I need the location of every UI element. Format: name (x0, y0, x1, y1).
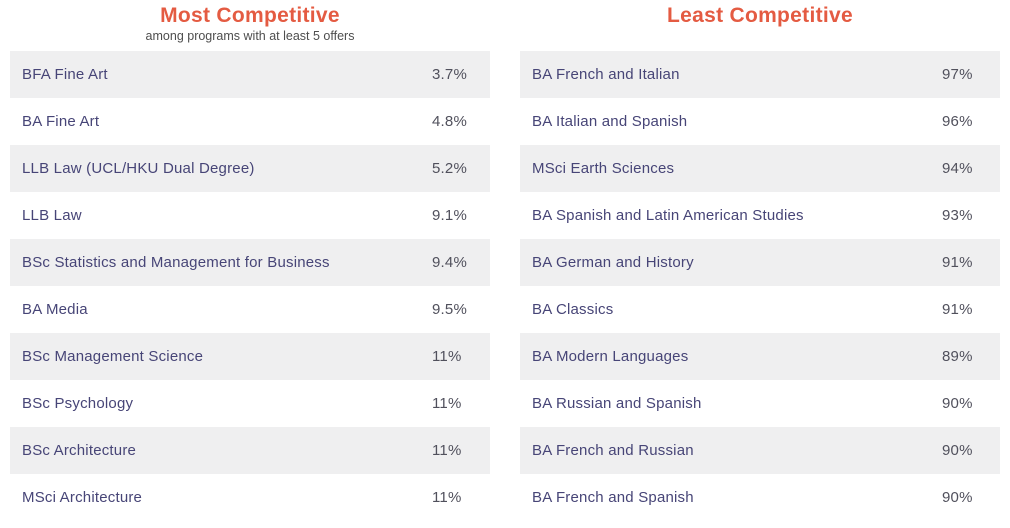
offer-rate: 89% (942, 348, 973, 365)
offer-rate: 90% (942, 489, 973, 506)
offer-rate: 9.5% (432, 301, 467, 318)
program-name: BA French and Russian (532, 442, 694, 459)
offer-rate: 93% (942, 207, 973, 224)
offer-rate: 91% (942, 254, 973, 271)
offer-rate: 5.2% (432, 160, 467, 177)
table-row: BSc Management Science 11% (10, 333, 490, 380)
most-competitive-panel: Most Competitive among programs with at … (10, 0, 490, 521)
offer-rate: 9.4% (432, 254, 467, 271)
program-name: BA French and Spanish (532, 489, 694, 506)
table-row: BA Italian and Spanish 96% (520, 98, 1000, 145)
panel-title: Most Competitive (160, 4, 340, 27)
table-row: BSc Psychology 11% (10, 380, 490, 427)
offer-rate: 97% (942, 66, 973, 83)
program-name: MSci Architecture (22, 489, 143, 506)
program-name: BA French and Italian (532, 66, 680, 83)
program-name: LLB Law (22, 207, 82, 224)
table-row: MSci Architecture 11% (10, 474, 490, 521)
offer-rate: 11% (432, 442, 462, 459)
panel-title: Least Competitive (667, 4, 853, 27)
program-name: BA Fine Art (22, 113, 100, 130)
table-row: BSc Statistics and Management for Busine… (10, 239, 490, 286)
panel-subtitle: among programs with at least 5 offers (145, 29, 355, 43)
table-row: BA French and Spanish 90% (520, 474, 1000, 521)
offer-rate: 9.1% (432, 207, 467, 224)
offer-rate: 91% (942, 301, 973, 318)
offer-rate: 90% (942, 395, 973, 412)
offer-rate: 90% (942, 442, 973, 459)
program-name: BSc Statistics and Management for Busine… (22, 254, 330, 271)
program-name: BFA Fine Art (22, 66, 108, 83)
least-competitive-panel: Least Competitive BA French and Italian … (520, 0, 1000, 521)
table-row: BSc Architecture 11% (10, 427, 490, 474)
programs-table-least-competitive: BA French and Italian 97% BA Italian and… (520, 51, 1000, 521)
program-name: BSc Management Science (22, 348, 204, 365)
table-row: BA Media 9.5% (10, 286, 490, 333)
table-row: BA German and History 91% (520, 239, 1000, 286)
offer-rate: 4.8% (432, 113, 467, 130)
program-name: MSci Earth Sciences (532, 160, 675, 177)
table-row: BFA Fine Art 3.7% (10, 51, 490, 98)
programs-table-most-competitive: BFA Fine Art 3.7% BA Fine Art 4.8% LLB L… (10, 51, 490, 521)
table-row: BA Russian and Spanish 90% (520, 380, 1000, 427)
program-name: BSc Psychology (22, 395, 134, 412)
offer-rate: 11% (432, 489, 462, 506)
offer-rate: 11% (432, 348, 462, 365)
offer-rate: 96% (942, 113, 973, 130)
table-row: MSci Earth Sciences 94% (520, 145, 1000, 192)
table-row: BA Classics 91% (520, 286, 1000, 333)
least-competitive-header: Least Competitive (520, 0, 1000, 51)
table-row: LLB Law (UCL/HKU Dual Degree) 5.2% (10, 145, 490, 192)
table-row: BA French and Russian 90% (520, 427, 1000, 474)
program-name: BA Media (22, 301, 88, 318)
program-name: BSc Architecture (22, 442, 137, 459)
offer-rate: 3.7% (432, 66, 467, 83)
offer-rate: 11% (432, 395, 462, 412)
program-name: BA Spanish and Latin American Studies (532, 207, 804, 224)
most-competitive-header: Most Competitive among programs with at … (10, 0, 490, 51)
program-name: BA German and History (532, 254, 694, 271)
offer-rate: 94% (942, 160, 973, 177)
program-name: LLB Law (UCL/HKU Dual Degree) (22, 160, 255, 177)
table-row: BA Fine Art 4.8% (10, 98, 490, 145)
table-row: LLB Law 9.1% (10, 192, 490, 239)
table-row: BA French and Italian 97% (520, 51, 1000, 98)
program-name: BA Italian and Spanish (532, 113, 688, 130)
program-name: BA Modern Languages (532, 348, 689, 365)
program-name: BA Russian and Spanish (532, 395, 702, 412)
program-name: BA Classics (532, 301, 614, 318)
table-row: BA Spanish and Latin American Studies 93… (520, 192, 1000, 239)
table-row: BA Modern Languages 89% (520, 333, 1000, 380)
